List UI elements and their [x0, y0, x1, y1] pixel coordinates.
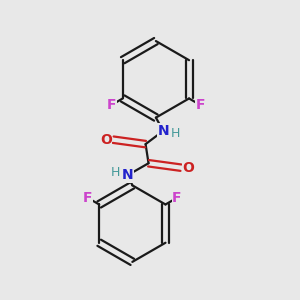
Text: O: O [100, 133, 112, 147]
Text: O: O [182, 161, 194, 175]
Text: F: F [172, 191, 182, 205]
Text: F: F [83, 191, 92, 205]
Text: F: F [196, 98, 205, 112]
Text: N: N [122, 168, 134, 182]
Text: H: H [171, 127, 180, 140]
Text: N: N [158, 124, 169, 138]
Text: F: F [106, 98, 116, 112]
Text: H: H [111, 166, 120, 179]
